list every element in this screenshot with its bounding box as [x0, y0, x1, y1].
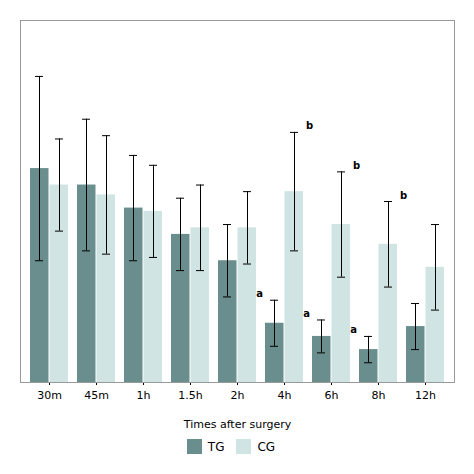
- svg-text:1h: 1h: [137, 389, 151, 402]
- html-text:CG: CG: [257, 439, 276, 454]
- svg-text:b: b: [400, 190, 407, 201]
- svg-text:6h: 6h: [325, 389, 339, 402]
- svg-text:a: a: [350, 324, 357, 335]
- svg-text:1.5h: 1.5h: [178, 389, 202, 402]
- svg-text:45m: 45m: [84, 389, 109, 402]
- svg-text:2h: 2h: [231, 389, 245, 402]
- html-text:TG: TG: [207, 439, 225, 454]
- svg-text:b: b: [306, 120, 313, 131]
- svg-text:b: b: [353, 160, 360, 171]
- svg-text:30m: 30m: [37, 389, 62, 402]
- svg-text:8h: 8h: [372, 389, 386, 402]
- svg-text:a: a: [256, 288, 263, 299]
- svg-text:4h: 4h: [278, 389, 292, 402]
- svg-text:Times after surgery: Times after surgery: [183, 418, 292, 431]
- svg-text:a: a: [303, 308, 310, 319]
- svg-text:12h: 12h: [415, 389, 436, 402]
